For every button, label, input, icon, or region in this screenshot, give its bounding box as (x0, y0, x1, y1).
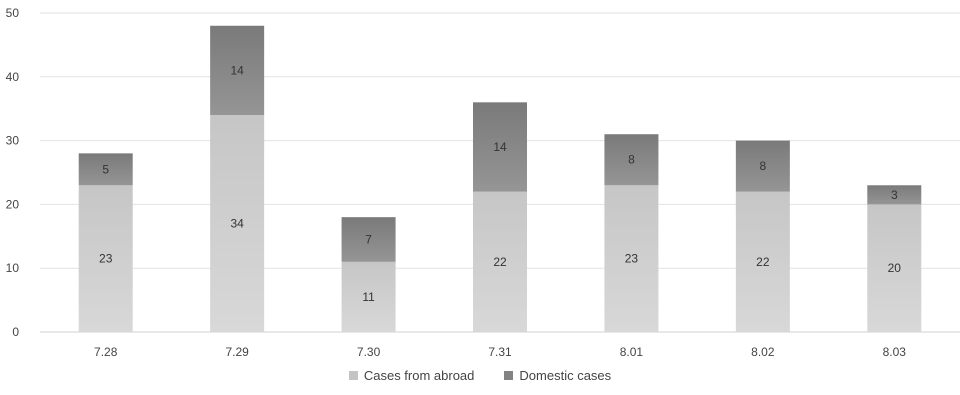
data-label: 23 (625, 252, 639, 266)
y-axis-tick-labels: 0 10 20 30 40 50 (6, 6, 20, 339)
y-tick-label: 0 (12, 325, 19, 339)
x-tick-label: 7.29 (225, 345, 249, 359)
legend-swatch-domestic (504, 371, 514, 380)
bar-segment-abroad (341, 261, 396, 332)
bar-segment-domestic (78, 153, 133, 186)
data-label: 23 (99, 252, 113, 266)
bar-segment-domestic (210, 25, 265, 116)
data-label: 5 (102, 162, 109, 176)
data-label: 34 (230, 217, 244, 231)
y-tick-label: 30 (6, 134, 20, 148)
x-tick-label: 7.30 (357, 345, 381, 359)
data-label: 20 (888, 261, 902, 275)
data-label: 22 (756, 255, 770, 269)
bar-segment-domestic (867, 185, 922, 205)
bar-segment-abroad (735, 191, 790, 332)
x-tick-label: 7.28 (94, 345, 118, 359)
bar-segment-abroad (210, 115, 265, 332)
x-tick-label: 7.31 (488, 345, 512, 359)
data-label: 8 (760, 159, 767, 173)
bar-segment-abroad (473, 191, 527, 332)
bar-segment-domestic (735, 140, 790, 192)
bar-segment-abroad (604, 185, 659, 332)
data-label: 7 (365, 232, 372, 246)
y-tick-label: 50 (6, 6, 20, 20)
data-label: 3 (891, 188, 898, 202)
data-label: 14 (230, 63, 244, 77)
data-label: 11 (362, 290, 375, 304)
bars: 23 5 34 14 11 7 22 14 23 8 22 8 20 3 (78, 25, 922, 332)
bar-segment-abroad (78, 185, 133, 332)
bar-segment-domestic (473, 102, 527, 192)
data-label: 22 (493, 255, 507, 269)
legend: Cases from abroad Domestic cases (0, 368, 960, 383)
bar-segment-domestic (341, 217, 396, 262)
bar-segment-domestic (604, 134, 659, 186)
y-tick-label: 40 (6, 70, 20, 84)
x-axis-tick-labels: 7.28 7.29 7.30 7.31 8.01 8.02 8.03 (94, 345, 906, 359)
legend-item-abroad: Cases from abroad (348, 368, 475, 383)
x-tick-label: 8.01 (620, 345, 644, 359)
bar-segment-abroad (867, 204, 922, 332)
legend-item-domestic: Domestic cases (504, 368, 611, 383)
y-tick-label: 10 (6, 261, 20, 275)
legend-label-abroad: Cases from abroad (363, 368, 475, 383)
y-tick-label: 20 (6, 197, 20, 211)
data-label: 14 (493, 140, 507, 154)
legend-label-domestic: Domestic cases (519, 368, 612, 383)
data-label: 8 (628, 153, 635, 167)
x-tick-label: 8.03 (883, 345, 907, 359)
x-tick-label: 8.02 (751, 345, 775, 359)
legend-swatch-abroad (348, 371, 358, 380)
